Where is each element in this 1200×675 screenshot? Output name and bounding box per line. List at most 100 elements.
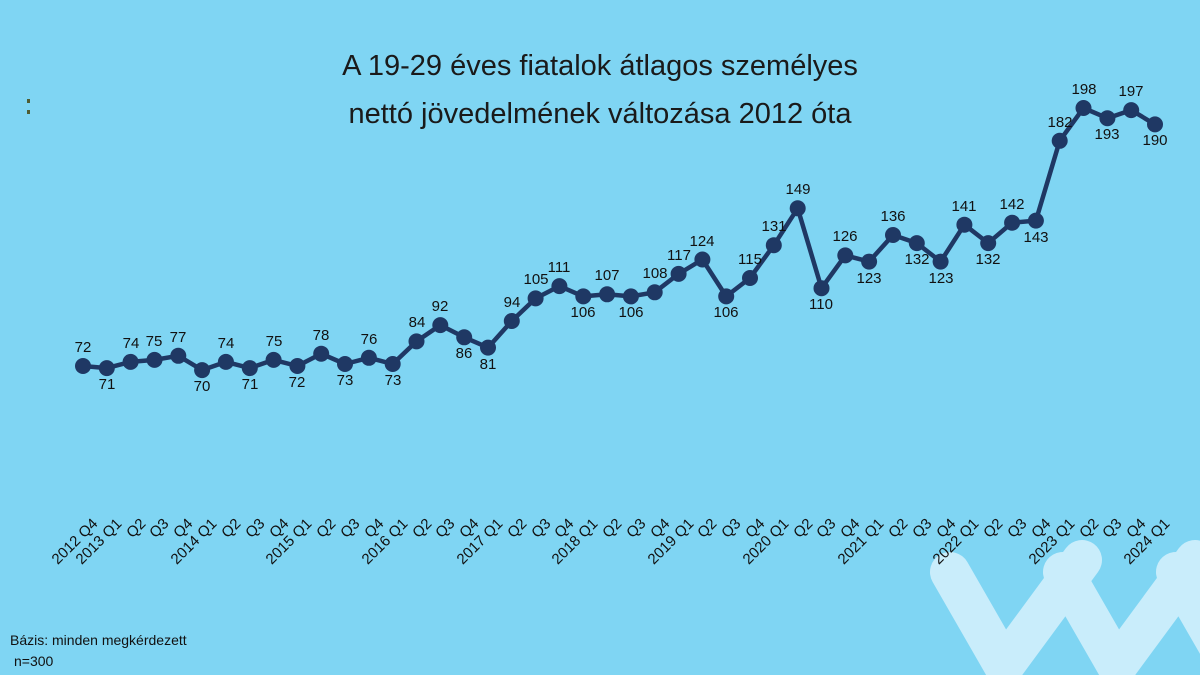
data-point-marker (980, 235, 997, 252)
data-point-marker (742, 270, 758, 286)
data-point-marker (718, 288, 735, 305)
data-point-marker (670, 265, 687, 282)
data-point-label: 73 (336, 372, 354, 389)
data-point-label: 123 (928, 270, 954, 287)
data-point-marker (765, 237, 782, 254)
data-point-marker (170, 347, 187, 364)
data-point-marker (146, 351, 163, 368)
data-point-marker (1004, 214, 1021, 231)
footnote: Bázis: minden megkérdezett n=300 (10, 630, 187, 672)
data-point-marker (1123, 102, 1140, 119)
data-point-label: 72 (288, 374, 306, 391)
data-point-label: 198 (1071, 81, 1097, 98)
data-point-label: 74 (122, 335, 140, 352)
data-point-label: 70 (193, 378, 211, 395)
data-point-marker (551, 278, 568, 295)
data-point-marker (241, 360, 258, 377)
data-point-label: 76 (360, 331, 378, 348)
data-point-marker (360, 349, 377, 366)
data-point-marker (861, 253, 878, 270)
data-point-label: 81 (479, 356, 497, 373)
data-point-label: 197 (1118, 83, 1144, 100)
data-point-label: 143 (1023, 229, 1049, 246)
footnote-sample-size: n=300 (14, 653, 54, 669)
data-point-label: 107 (594, 267, 620, 284)
data-point-marker (837, 247, 854, 264)
data-point-label: 132 (975, 251, 1001, 268)
data-point-label: 72 (74, 339, 92, 356)
stray-colon-artifact (27, 99, 31, 115)
data-point-label: 73 (384, 372, 402, 389)
data-point-label: 126 (832, 228, 858, 245)
data-point-marker (789, 200, 806, 217)
data-point-marker (527, 290, 544, 307)
data-point-label: 92 (431, 298, 449, 315)
data-point-label: 142 (999, 196, 1025, 213)
data-point-label: 190 (1142, 132, 1168, 149)
data-point-marker (908, 235, 925, 252)
data-point-marker (646, 284, 663, 301)
data-point-label: 94 (503, 294, 521, 311)
data-point-label: 110 (809, 296, 833, 313)
footnote-basis: Bázis: minden megkérdezett (10, 632, 187, 648)
data-point-label: 141 (951, 198, 977, 215)
data-point-marker (813, 280, 830, 297)
data-point-marker (456, 329, 473, 346)
data-point-label: 84 (408, 314, 426, 331)
data-point-marker (1027, 212, 1044, 229)
data-point-marker (956, 216, 973, 233)
data-point-label: 106 (618, 304, 644, 321)
data-point-marker (932, 253, 949, 270)
data-point-label: 111 (547, 259, 571, 276)
data-point-label: 117 (667, 247, 691, 264)
data-point-label: 149 (785, 181, 811, 198)
data-point-label: 71 (241, 376, 259, 393)
data-point-label: 193 (1094, 126, 1120, 143)
data-point-label: 131 (761, 218, 787, 235)
data-point-marker (1051, 132, 1068, 149)
data-point-label: 74 (217, 335, 235, 352)
data-point-label: 86 (455, 345, 473, 362)
data-point-marker (1147, 116, 1163, 133)
chart-title-line1: A 19-29 éves fiatalok átlagos személyes (342, 50, 858, 82)
data-point-label: 71 (98, 376, 116, 393)
data-point-marker (98, 360, 115, 377)
data-point-marker (337, 356, 353, 372)
data-point-marker (289, 358, 306, 374)
data-point-marker (480, 339, 496, 356)
data-point-label: 115 (738, 251, 762, 268)
data-point-label: 182 (1047, 114, 1073, 131)
data-point-label: 124 (689, 233, 715, 250)
data-point-marker (694, 251, 711, 268)
data-point-marker (1075, 100, 1092, 116)
data-point-marker (622, 288, 639, 305)
data-point-marker (194, 362, 211, 379)
data-point-label: 105 (523, 271, 549, 288)
data-point-label: 77 (169, 329, 187, 346)
data-point-marker (575, 288, 592, 305)
data-point-marker (408, 333, 425, 350)
data-point-label: 75 (265, 333, 283, 350)
data-point-marker (313, 345, 330, 362)
data-point-marker (503, 313, 520, 329)
data-point-marker (599, 286, 616, 303)
data-point-label: 132 (904, 251, 930, 268)
data-point-marker (885, 227, 901, 243)
chart-title-line2: nettó jövedelmének változása 2012 óta (348, 98, 852, 130)
data-point-label: 123 (856, 270, 882, 287)
data-point-marker (432, 317, 449, 334)
data-point-label: 106 (713, 304, 739, 321)
data-point-label: 78 (312, 327, 330, 344)
data-point-label: 106 (570, 304, 596, 321)
trend-line (82, 105, 1157, 373)
data-point-marker (1099, 110, 1116, 127)
data-point-label: 136 (880, 208, 906, 225)
chart-title: A 19-29 éves fiatalok átlagos személyes … (0, 42, 1200, 138)
data-point-marker (265, 351, 282, 368)
data-point-marker (217, 353, 234, 370)
data-point-label: 75 (145, 333, 163, 350)
chevron-icon (1156, 552, 1200, 654)
